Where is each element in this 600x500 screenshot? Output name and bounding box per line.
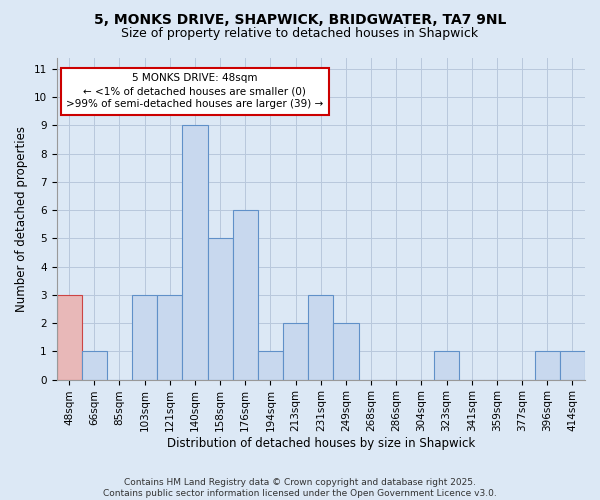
- Bar: [434, 352, 459, 380]
- Text: Contains HM Land Registry data © Crown copyright and database right 2025.
Contai: Contains HM Land Registry data © Crown c…: [103, 478, 497, 498]
- Y-axis label: Number of detached properties: Number of detached properties: [15, 126, 28, 312]
- Text: 5 MONKS DRIVE: 48sqm
← <1% of detached houses are smaller (0)
>99% of semi-detac: 5 MONKS DRIVE: 48sqm ← <1% of detached h…: [67, 73, 323, 110]
- Bar: [233, 210, 258, 380]
- Bar: [258, 352, 283, 380]
- Bar: [132, 295, 157, 380]
- Text: 5, MONKS DRIVE, SHAPWICK, BRIDGWATER, TA7 9NL: 5, MONKS DRIVE, SHAPWICK, BRIDGWATER, TA…: [94, 12, 506, 26]
- Bar: [560, 352, 585, 380]
- Bar: [535, 352, 560, 380]
- Bar: [334, 323, 359, 380]
- Bar: [208, 238, 233, 380]
- X-axis label: Distribution of detached houses by size in Shapwick: Distribution of detached houses by size …: [167, 437, 475, 450]
- Bar: [82, 352, 107, 380]
- Text: Size of property relative to detached houses in Shapwick: Size of property relative to detached ho…: [121, 28, 479, 40]
- Bar: [157, 295, 182, 380]
- Bar: [182, 126, 208, 380]
- Bar: [56, 295, 82, 380]
- Bar: [283, 323, 308, 380]
- Bar: [308, 295, 334, 380]
